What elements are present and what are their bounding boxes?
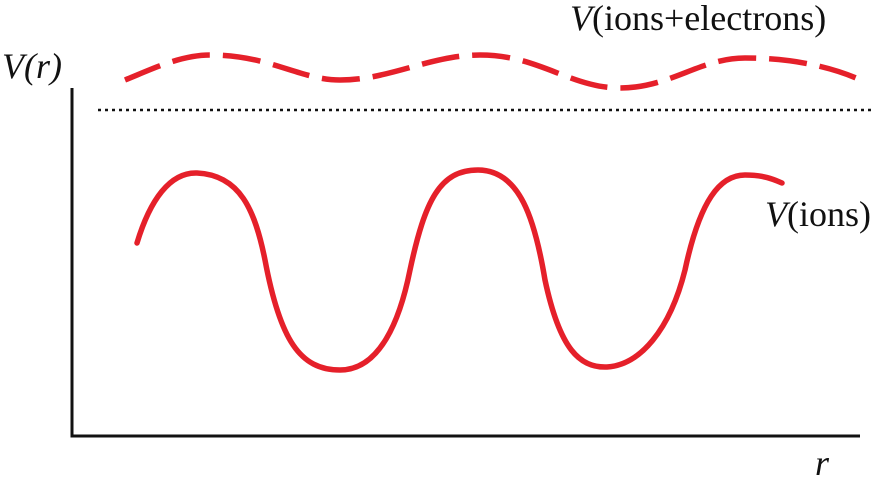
label-symbol: V <box>570 0 596 38</box>
ions-curve <box>134 167 785 373</box>
ions-label: V(ions) <box>765 194 871 234</box>
ions-electrons-curve <box>123 52 867 91</box>
label-args: (ions) <box>787 194 871 234</box>
ions-electrons-label: V(ions+electrons) <box>570 0 826 38</box>
y-axis-label: V(r) <box>2 46 62 86</box>
label-args: (ions+electrons) <box>592 0 826 38</box>
x-axis-label: r <box>815 443 830 479</box>
label-symbol: V <box>765 194 791 234</box>
